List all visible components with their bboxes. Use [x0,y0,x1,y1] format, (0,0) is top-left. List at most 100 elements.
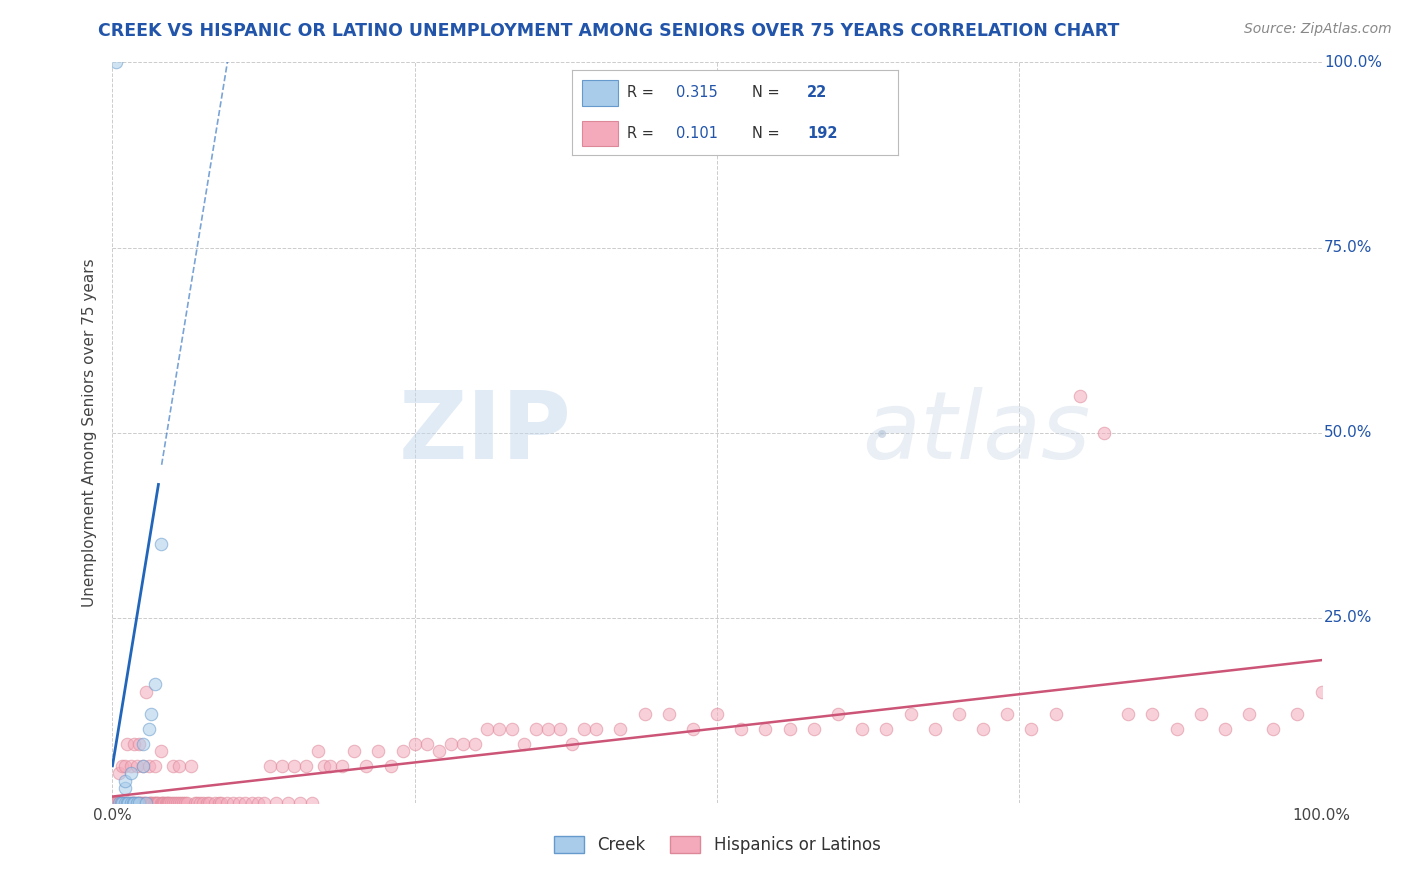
Text: 75.0%: 75.0% [1324,240,1372,255]
Point [120,796,142,810]
Point [524,722,547,736]
Point [295,758,318,772]
Point [240,796,263,810]
Point [132,758,155,772]
Point [134,796,156,810]
Point [827,706,849,721]
Point [152,796,174,810]
Point [132,796,155,810]
Point [115,796,138,810]
Point [312,758,335,772]
Point [1213,722,1236,736]
Point [162,796,184,810]
Point [125,796,148,810]
Point [537,722,560,736]
Point [107,766,129,780]
Point [1045,706,1067,721]
Point [404,737,426,751]
Point [166,796,188,810]
Point [172,796,194,810]
Point [174,796,197,810]
Point [132,796,155,810]
Point [1189,706,1212,721]
Point [139,796,162,810]
Point [682,722,704,736]
Point [585,722,607,736]
Point [148,796,170,810]
Point [391,744,413,758]
Point [330,758,353,772]
Point [416,737,439,751]
Point [176,796,198,810]
Point [120,796,142,810]
Point [135,685,157,699]
Point [209,796,232,810]
Point [162,758,184,772]
Point [111,796,134,810]
Point [141,796,163,810]
Point [561,737,583,751]
Point [180,758,202,772]
Point [277,796,299,810]
Point [512,737,534,751]
Point [135,796,157,810]
Point [121,796,143,810]
Point [464,737,486,751]
Point [124,796,146,810]
Text: 25.0%: 25.0% [1324,610,1372,625]
Point [1021,722,1043,736]
Text: CREEK VS HISPANIC OR LATINO UNEMPLOYMENT AMONG SENIORS OVER 75 YEARS CORRELATION: CREEK VS HISPANIC OR LATINO UNEMPLOYMENT… [98,22,1119,40]
Point [143,758,166,772]
Y-axis label: Unemployment Among Seniors over 75 years: Unemployment Among Seniors over 75 years [82,259,97,607]
Point [159,796,181,810]
Point [440,737,463,751]
Point [115,737,138,751]
Point [1166,722,1188,736]
Text: atlas: atlas [862,387,1091,478]
Point [122,737,145,751]
Text: 100.0%: 100.0% [1324,55,1382,70]
Point [1310,685,1333,699]
Point [114,773,136,788]
Point [900,706,922,721]
Point [706,706,728,721]
Point [101,796,124,810]
Point [128,737,150,751]
Point [167,758,190,772]
Point [165,796,187,810]
Point [122,796,145,810]
Point [122,796,145,810]
Point [149,744,172,758]
Point [111,796,134,810]
Point [995,706,1018,721]
Point [127,796,149,810]
Point [972,722,994,736]
Point [288,796,311,810]
Point [283,758,305,772]
Point [217,796,239,810]
Point [155,796,177,810]
Point [1069,388,1091,402]
Point [730,722,752,736]
Point [132,737,155,751]
Point [195,796,218,810]
Point [107,796,129,810]
Point [307,744,329,758]
Point [779,722,801,736]
Point [122,796,145,810]
Point [948,706,970,721]
Point [356,758,378,772]
Point [111,758,134,772]
Point [118,796,141,810]
Text: ZIP: ZIP [399,386,572,479]
Point [572,722,595,736]
Point [104,796,127,810]
Point [222,796,245,810]
Point [114,796,136,810]
Point [157,796,180,810]
Point [128,796,150,810]
Point [156,796,179,810]
Point [1092,425,1115,440]
Point [107,796,129,810]
Point [108,796,131,810]
